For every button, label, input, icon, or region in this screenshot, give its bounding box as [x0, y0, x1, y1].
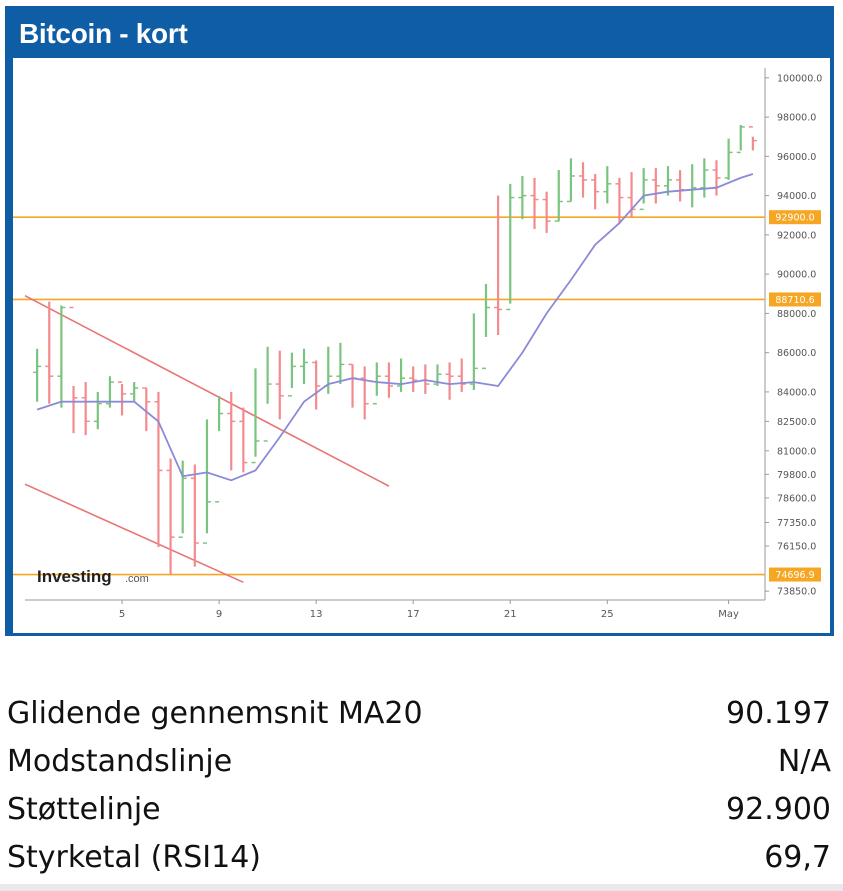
y-tick-label: 88000.0	[777, 309, 816, 320]
y-tick-label: 76150.0	[777, 542, 816, 553]
level-badge	[769, 292, 821, 307]
x-tick-label: 13	[310, 609, 323, 620]
bottom-strip	[0, 884, 843, 891]
stat-value: 90.197	[726, 696, 831, 731]
y-tick-label: 100000.0	[777, 73, 822, 84]
price-chart: 100000.0 98000.0 96000.0 94000.0 92000.0 9000…	[13, 68, 822, 620]
stat-row-resistance: Modstandslinje N/A	[0, 740, 843, 788]
y-tick-label: 86000.0	[777, 348, 816, 359]
level-badge	[769, 210, 821, 225]
stat-value: N/A	[777, 744, 831, 779]
x-tick-label: 25	[601, 609, 614, 620]
stat-value: 92.900	[726, 792, 831, 827]
y-tick-label: 82500.0	[777, 417, 816, 428]
stat-row-support: Støttelinje 92.900	[0, 788, 843, 836]
stat-row-ma20: Glidende gennemsnit MA20 90.197	[0, 692, 843, 740]
y-tick-label: 73850.0	[777, 587, 816, 598]
y-tick-label: 77350.0	[777, 518, 816, 529]
y-tick-label: 92000.0	[777, 230, 816, 241]
y-tick-label: 90000.0	[777, 270, 816, 281]
investing-logo-suffix: .com	[125, 573, 149, 585]
chart-area: 100000.0 98000.0 96000.0 94000.0 92000.0 9000…	[13, 58, 830, 633]
y-tick-label: 78600.0	[777, 493, 816, 504]
trend-line	[24, 295, 390, 487]
x-tick-label: 9	[216, 609, 222, 620]
investing-logo: Investing	[37, 567, 112, 586]
x-tick-label: 5	[119, 609, 125, 620]
stat-label: Modstandslinje	[7, 744, 233, 779]
y-tick-label: 81000.0	[777, 446, 816, 457]
stats-table: Glidende gennemsnit MA20 90.197 Modstand…	[0, 692, 843, 884]
level-label: 74696.9	[775, 570, 814, 581]
x-tick-label: May	[718, 609, 739, 620]
level-badge	[769, 567, 821, 582]
stat-label: Glidende gennemsnit MA20	[7, 696, 423, 731]
x-tick-label: 17	[407, 609, 420, 620]
y-tick-label: 98000.0	[777, 113, 816, 124]
stat-value: 69,7	[764, 840, 831, 875]
y-tick-label: 79800.0	[777, 470, 816, 481]
stat-label: Støttelinje	[7, 792, 161, 827]
y-tick-label: 84000.0	[777, 387, 816, 398]
stat-label: Styrketal (RSI14)	[7, 840, 261, 875]
chart-title: Bitcoin - kort	[19, 18, 188, 49]
level-label: 92900.0	[775, 213, 814, 224]
y-tick-label: 94000.0	[777, 191, 816, 202]
stat-row-rsi: Styrketal (RSI14) 69,7	[0, 836, 843, 884]
x-tick-label: 21	[504, 609, 517, 620]
chart-panel: Bitcoin - kort 100000.0 98000.0 96000.0 940…	[5, 6, 834, 636]
level-label: 88710.6	[775, 295, 814, 306]
ma20-line	[36, 173, 754, 482]
y-tick-label: 96000.0	[777, 152, 816, 163]
trend-line	[24, 483, 244, 584]
